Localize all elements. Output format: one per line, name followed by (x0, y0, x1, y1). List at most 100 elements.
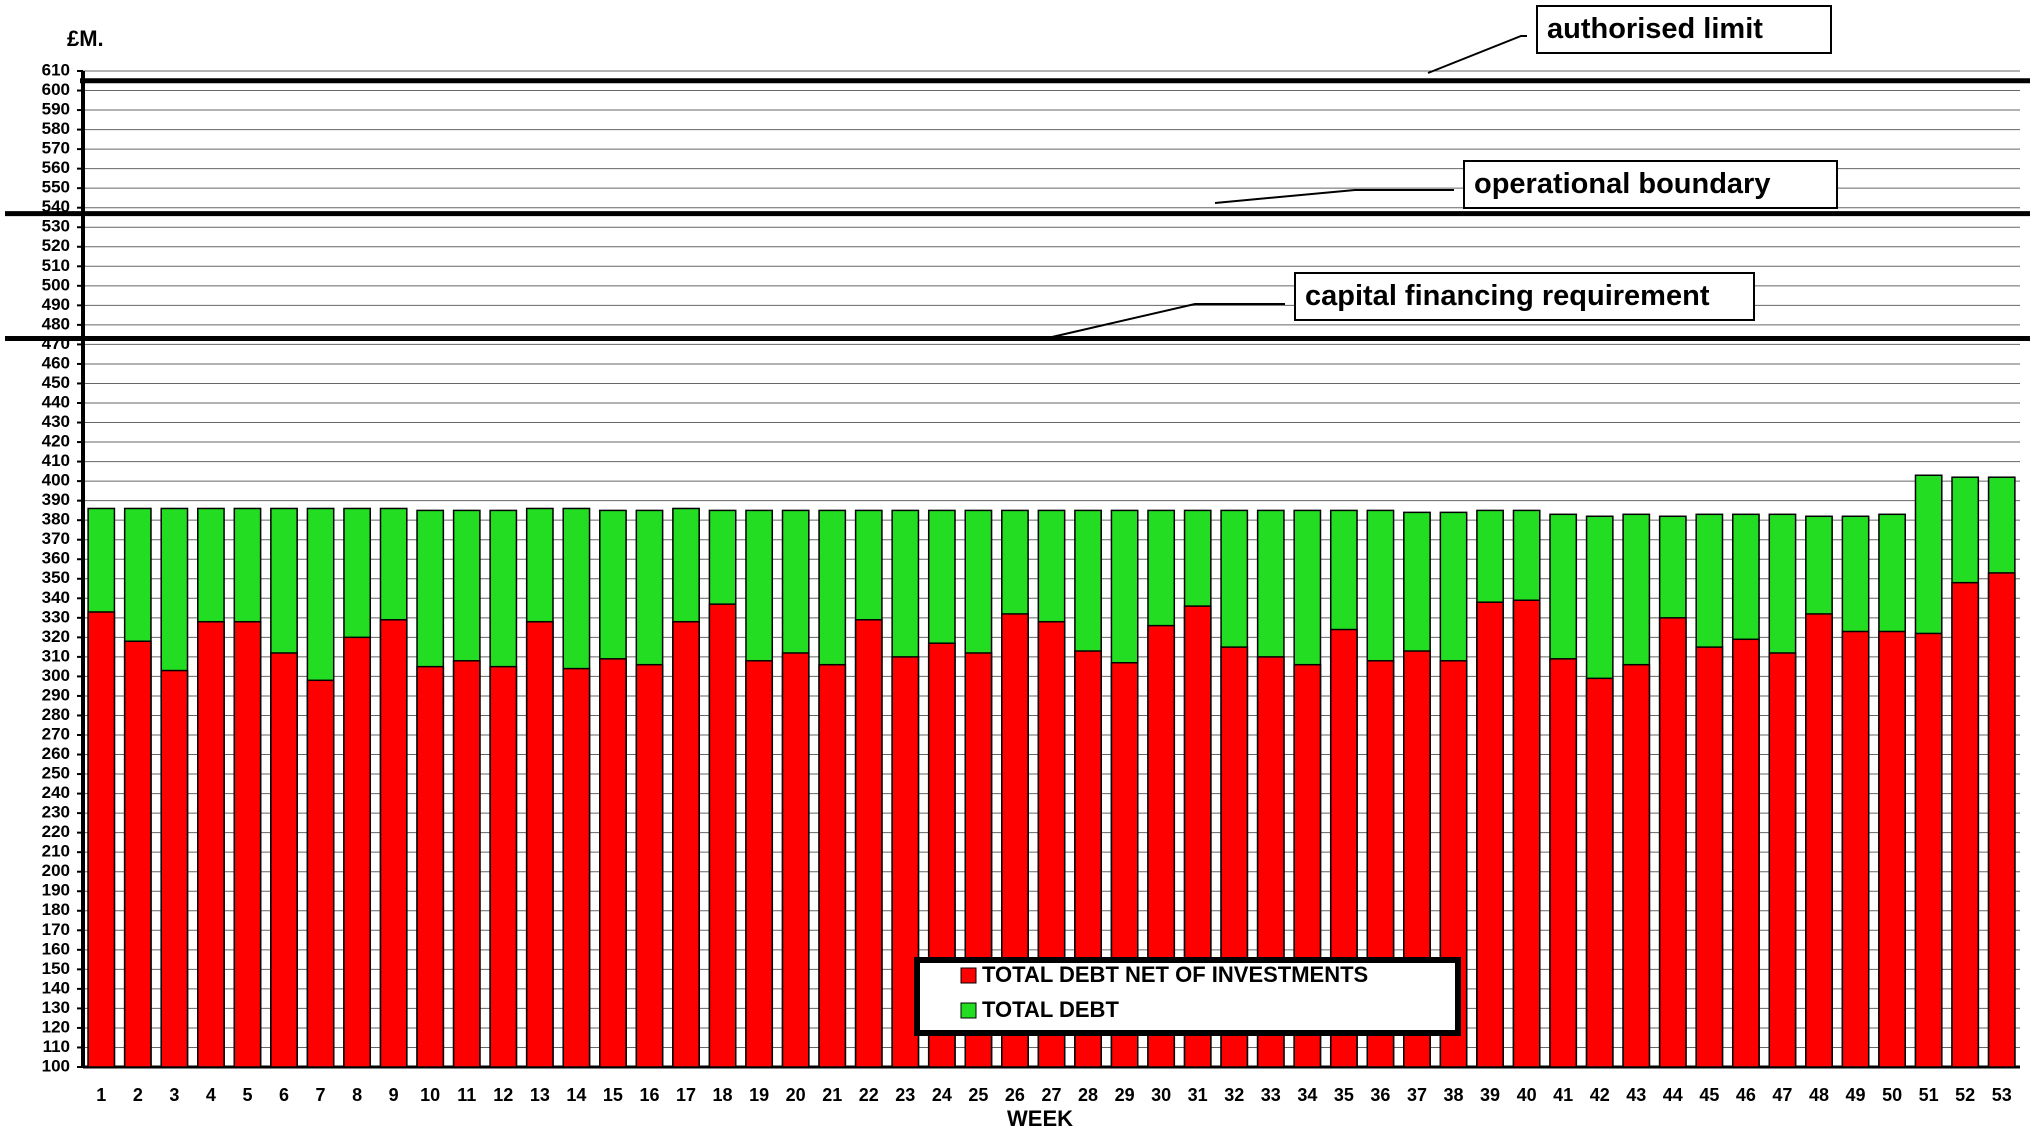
y-tick-label: 100 (42, 1056, 70, 1075)
bar (489, 665, 518, 1068)
y-tick-label: 160 (42, 939, 70, 958)
x-tick-label: 27 (1041, 1085, 1061, 1105)
x-tick-label: 8 (352, 1085, 362, 1105)
y-tick-label: 490 (42, 295, 70, 314)
x-tick-label: 31 (1188, 1085, 1208, 1105)
bar (270, 652, 298, 1068)
y-tick-label: 560 (42, 158, 70, 177)
bar (343, 636, 372, 1068)
x-tick-label: 50 (1882, 1085, 1902, 1105)
y-tick-label: 520 (42, 236, 70, 255)
y-tick-label: 450 (42, 373, 70, 392)
bar (1585, 677, 1614, 1068)
x-tick-label: 52 (1955, 1085, 1975, 1105)
bar (1805, 613, 1833, 1068)
y-tick-label: 610 (42, 60, 70, 79)
x-tick-label: 23 (895, 1085, 915, 1105)
callout-leader (1427, 35, 1527, 74)
y-tick-label: 180 (42, 900, 70, 919)
y-tick-label: 110 (43, 1037, 70, 1056)
bar (1987, 572, 2016, 1068)
y-tick-label: 320 (42, 627, 70, 646)
x-tick-label: 18 (713, 1085, 733, 1105)
bar (87, 611, 116, 1068)
y-tick-label: 430 (42, 412, 70, 431)
callout-box (1536, 5, 1832, 54)
x-tick-label: 21 (822, 1085, 842, 1105)
bar (379, 619, 408, 1068)
bar (708, 603, 737, 1068)
y-tick-label: 280 (42, 705, 70, 724)
x-axis-label: WEEK (1007, 1106, 1073, 1131)
y-tick-label: 580 (42, 119, 70, 138)
x-tick-label: 2 (133, 1085, 143, 1105)
bar (452, 660, 481, 1068)
x-tick-label: 10 (420, 1085, 440, 1105)
x-tick-label: 40 (1517, 1085, 1537, 1105)
y-tick-label: 350 (42, 568, 70, 587)
bar (1549, 658, 1578, 1068)
callout-label: authorised limit (1547, 13, 1763, 45)
y-tick-label: 380 (42, 510, 70, 529)
bar (891, 656, 920, 1068)
x-tick-label: 20 (786, 1085, 806, 1105)
y-tick-label: 410 (42, 451, 70, 470)
y-tick-label: 130 (42, 998, 70, 1017)
x-tick-label: 26 (1005, 1085, 1025, 1105)
x-tick-label: 47 (1772, 1085, 1792, 1105)
x-tick-label: 9 (389, 1085, 399, 1105)
y-tick-label: 420 (42, 432, 70, 451)
x-tick-label: 28 (1078, 1085, 1098, 1105)
x-tick-label: 34 (1297, 1085, 1317, 1105)
x-tick-label: 4 (206, 1085, 216, 1105)
bar (818, 663, 847, 1068)
callout-box (1463, 160, 1838, 209)
y-tick-label: 250 (42, 764, 70, 783)
callout-box (1294, 272, 1755, 321)
bar (1731, 638, 1760, 1068)
bar (635, 663, 664, 1068)
x-tick-label: 41 (1553, 1085, 1573, 1105)
x-tick-label: 30 (1151, 1085, 1171, 1105)
callout-label: capital financing requirement (1305, 280, 1710, 312)
x-tick-label: 49 (1846, 1085, 1866, 1105)
bar (1476, 601, 1504, 1068)
callout-leader (1051, 303, 1285, 338)
y-tick-label: 300 (42, 666, 70, 685)
y-tick-label: 360 (42, 549, 70, 568)
y-tick-label: 200 (42, 861, 70, 880)
y-tick-label: 600 (42, 80, 70, 99)
y-tick-label: 190 (42, 881, 70, 900)
y-tick-label: 460 (42, 353, 70, 372)
legend-label: TOTAL DEBT NET OF INVESTMENTS (982, 962, 1368, 987)
x-tick-label: 15 (603, 1085, 623, 1105)
y-tick-label: 440 (42, 392, 70, 411)
bar (1658, 617, 1687, 1068)
x-tick-label: 45 (1699, 1085, 1719, 1105)
x-tick-label: 6 (279, 1085, 289, 1105)
x-tick-label: 37 (1407, 1085, 1427, 1105)
legend-label: TOTAL DEBT (982, 997, 1119, 1022)
x-tick-label: 3 (169, 1085, 179, 1105)
x-tick-label: 13 (530, 1085, 550, 1105)
bar (1695, 646, 1724, 1068)
legend-swatch (960, 967, 977, 984)
y-tick-label: 240 (42, 783, 70, 802)
x-tick-label: 36 (1370, 1085, 1390, 1105)
bar (672, 620, 700, 1068)
bar (1914, 632, 1943, 1068)
y-tick-label: 400 (42, 471, 70, 490)
x-tick-label: 32 (1224, 1085, 1244, 1105)
bar (1951, 581, 1980, 1068)
x-tick-label: 29 (1115, 1085, 1135, 1105)
bar (233, 620, 262, 1068)
bar (599, 658, 627, 1068)
bar (306, 679, 335, 1068)
callout-leader (1214, 189, 1454, 204)
y-tick-label: 340 (42, 588, 70, 607)
bar (1768, 652, 1797, 1068)
x-tick-label: 51 (1919, 1085, 1939, 1105)
y-tick-label: 510 (42, 256, 70, 275)
x-tick-label: 1 (96, 1085, 106, 1105)
y-tick-label: 210 (42, 842, 70, 861)
